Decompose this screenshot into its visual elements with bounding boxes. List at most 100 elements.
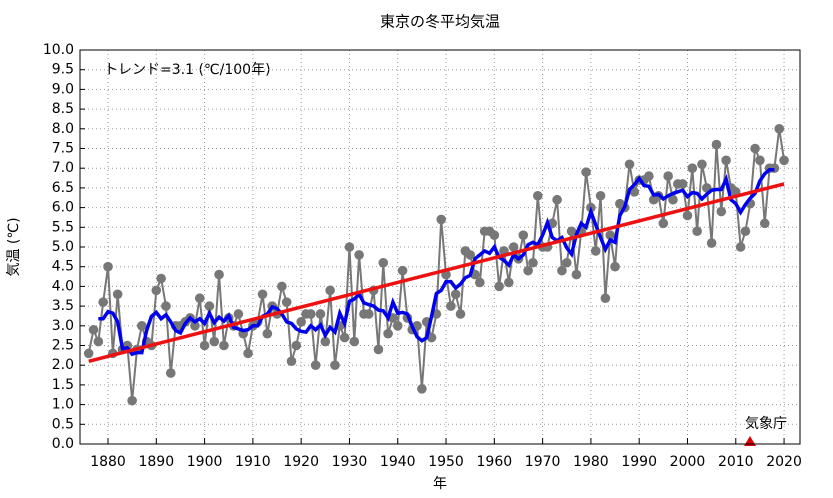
- x-tick-label: 1950: [428, 454, 464, 470]
- data-point: [88, 324, 99, 335]
- data-point: [504, 277, 514, 288]
- data-point: [190, 321, 200, 331]
- y-axis-label: 気温 (℃): [6, 217, 22, 276]
- data-point: [277, 281, 287, 292]
- y-tick-label: 7.5: [52, 141, 74, 157]
- data-point: [93, 336, 104, 347]
- data-point: [663, 171, 673, 181]
- data-point: [590, 246, 601, 256]
- y-tick-label: 9.0: [52, 81, 74, 97]
- data-point: [83, 348, 94, 359]
- plot-frame: [79, 49, 801, 445]
- x-tick-label: 1930: [332, 454, 368, 470]
- x-tick-label: 1890: [138, 454, 174, 470]
- data-point: [716, 206, 727, 217]
- data-point: [199, 340, 210, 351]
- data-point: [706, 238, 717, 248]
- data-point: [320, 336, 331, 347]
- data-point: [740, 226, 751, 237]
- data-point: [644, 171, 654, 181]
- data-point: [214, 269, 224, 280]
- data-point: [494, 281, 504, 292]
- data-point: [397, 265, 408, 276]
- data-point: [455, 309, 466, 319]
- data-point: [557, 265, 567, 276]
- data-point: [595, 190, 606, 201]
- y-tick-label: 4.5: [52, 259, 74, 275]
- data-point: [417, 384, 427, 394]
- data-point: [363, 309, 374, 319]
- data-point: [755, 155, 765, 166]
- chart-title: 東京の冬平均気温: [380, 13, 500, 31]
- data-point: [566, 226, 577, 237]
- data-point: [750, 143, 760, 154]
- data-point: [330, 360, 340, 371]
- data-point: [465, 250, 475, 260]
- data-point: [446, 301, 456, 311]
- data-point: [127, 395, 137, 406]
- data-point: [518, 230, 529, 240]
- data-point: [759, 218, 770, 229]
- y-tick-label: 2.0: [52, 357, 74, 373]
- data-point: [262, 328, 273, 339]
- data-point: [257, 289, 268, 300]
- y-tick-label: 6.0: [52, 200, 74, 216]
- series-line: [88, 182, 785, 363]
- x-tick-label: 1960: [477, 454, 513, 470]
- data-point: [156, 273, 166, 284]
- data-point: [349, 336, 360, 347]
- data-point: [383, 328, 393, 339]
- y-tick-label: 1.0: [52, 397, 74, 413]
- y-tick-label: 5.0: [52, 239, 74, 255]
- data-point: [281, 297, 292, 307]
- x-tick-label: 1900: [187, 454, 223, 470]
- data-point: [286, 356, 297, 367]
- data-point: [392, 321, 403, 331]
- data-point: [373, 344, 384, 355]
- data-point: [204, 301, 215, 311]
- data-point: [561, 257, 572, 268]
- data-point: [581, 167, 591, 177]
- y-tick-label: 7.0: [52, 160, 74, 176]
- x-tick-label: 2000: [670, 454, 706, 470]
- data-point: [450, 289, 461, 300]
- y-tick-label: 3.5: [52, 298, 74, 314]
- data-point: [605, 230, 616, 240]
- data-point: [378, 257, 389, 268]
- data-point: [658, 218, 669, 229]
- x-tick-label: 1990: [621, 454, 657, 470]
- data-point: [692, 226, 702, 237]
- data-point: [711, 139, 722, 150]
- y-tick-label: 9.5: [52, 62, 74, 78]
- data-point: [103, 261, 113, 272]
- data-point: [426, 332, 437, 343]
- x-tick-label: 1910: [235, 454, 271, 470]
- y-tick-label: 1.5: [52, 377, 74, 393]
- x-tick-label: 1980: [573, 454, 609, 470]
- y-tick-label: 0.5: [52, 416, 74, 432]
- data-point: [774, 124, 785, 134]
- data-point: [315, 309, 326, 319]
- data-point: [325, 285, 335, 296]
- data-point: [165, 368, 176, 378]
- data-point: [779, 155, 789, 166]
- data-point: [624, 159, 635, 170]
- data-point: [243, 348, 253, 359]
- y-tick-label: 5.5: [52, 219, 74, 235]
- data-point: [291, 340, 302, 351]
- y-tick-label: 0.0: [52, 436, 74, 452]
- data-point: [194, 293, 205, 304]
- x-tick-label: 1940: [380, 454, 416, 470]
- x-tick-label: 2010: [718, 454, 754, 470]
- y-tick-label: 8.5: [52, 101, 74, 117]
- data-point: [310, 360, 321, 371]
- x-tick-label: 1880: [90, 454, 126, 470]
- y-tick-label: 10.0: [43, 42, 74, 58]
- data-point: [233, 309, 244, 319]
- data-point: [436, 214, 447, 225]
- data-point: [161, 301, 171, 311]
- y-tick-label: 3.0: [52, 318, 74, 334]
- data-point: [735, 242, 746, 252]
- data-point: [668, 194, 678, 205]
- data-point: [209, 336, 220, 347]
